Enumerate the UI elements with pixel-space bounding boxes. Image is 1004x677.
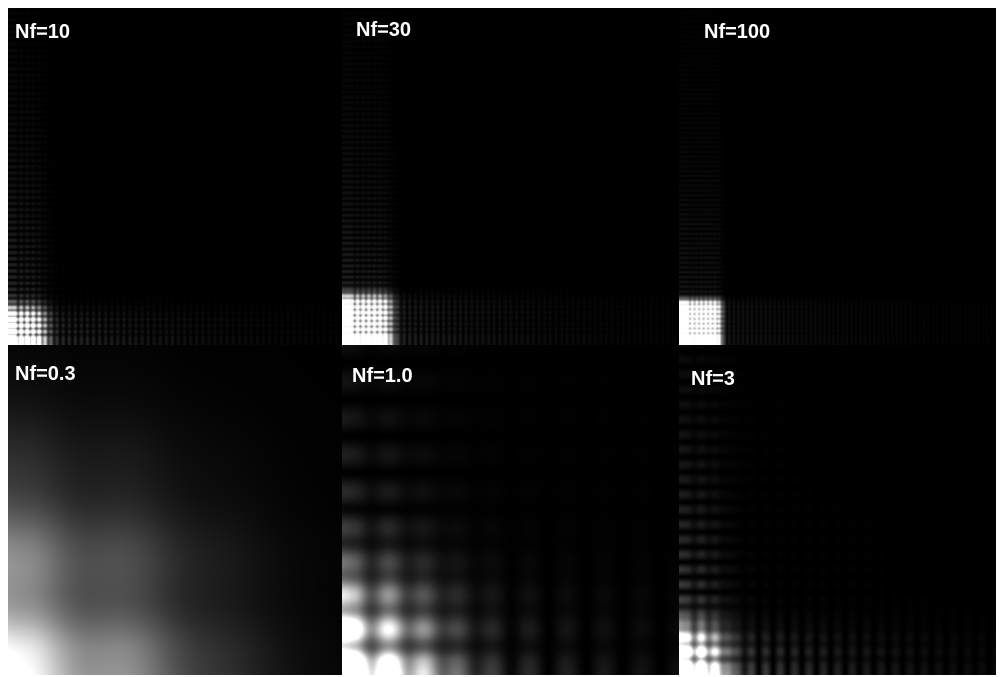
- panel-label: Nf=30: [356, 19, 412, 41]
- panel-nf-100: Nf=100: [679, 8, 996, 345]
- diffraction-image: [679, 345, 996, 675]
- diffraction-image: [679, 8, 996, 345]
- diffraction-image: [342, 345, 679, 675]
- panel-nf-0-3: Nf=0.3: [8, 345, 342, 675]
- panel-label: Nf=100: [704, 21, 771, 43]
- diffraction-image: [342, 8, 679, 345]
- diffraction-image: [8, 345, 342, 675]
- panel-label: Nf=10: [15, 21, 71, 43]
- panel-label: Nf=0.3: [15, 363, 76, 385]
- diffraction-pattern-grid: Nf=10 Nf=30 Nf=100 Nf=0.3 Nf=1.0 Nf=3: [8, 8, 996, 675]
- diffraction-image: [8, 8, 342, 345]
- panel-nf-3: Nf=3: [679, 345, 996, 675]
- panel-nf-1-0: Nf=1.0: [342, 345, 679, 675]
- panel-nf-10: Nf=10: [8, 8, 342, 345]
- panel-nf-30: Nf=30: [342, 8, 679, 345]
- panel-label: Nf=1.0: [352, 365, 413, 387]
- panel-label: Nf=3: [691, 368, 735, 390]
